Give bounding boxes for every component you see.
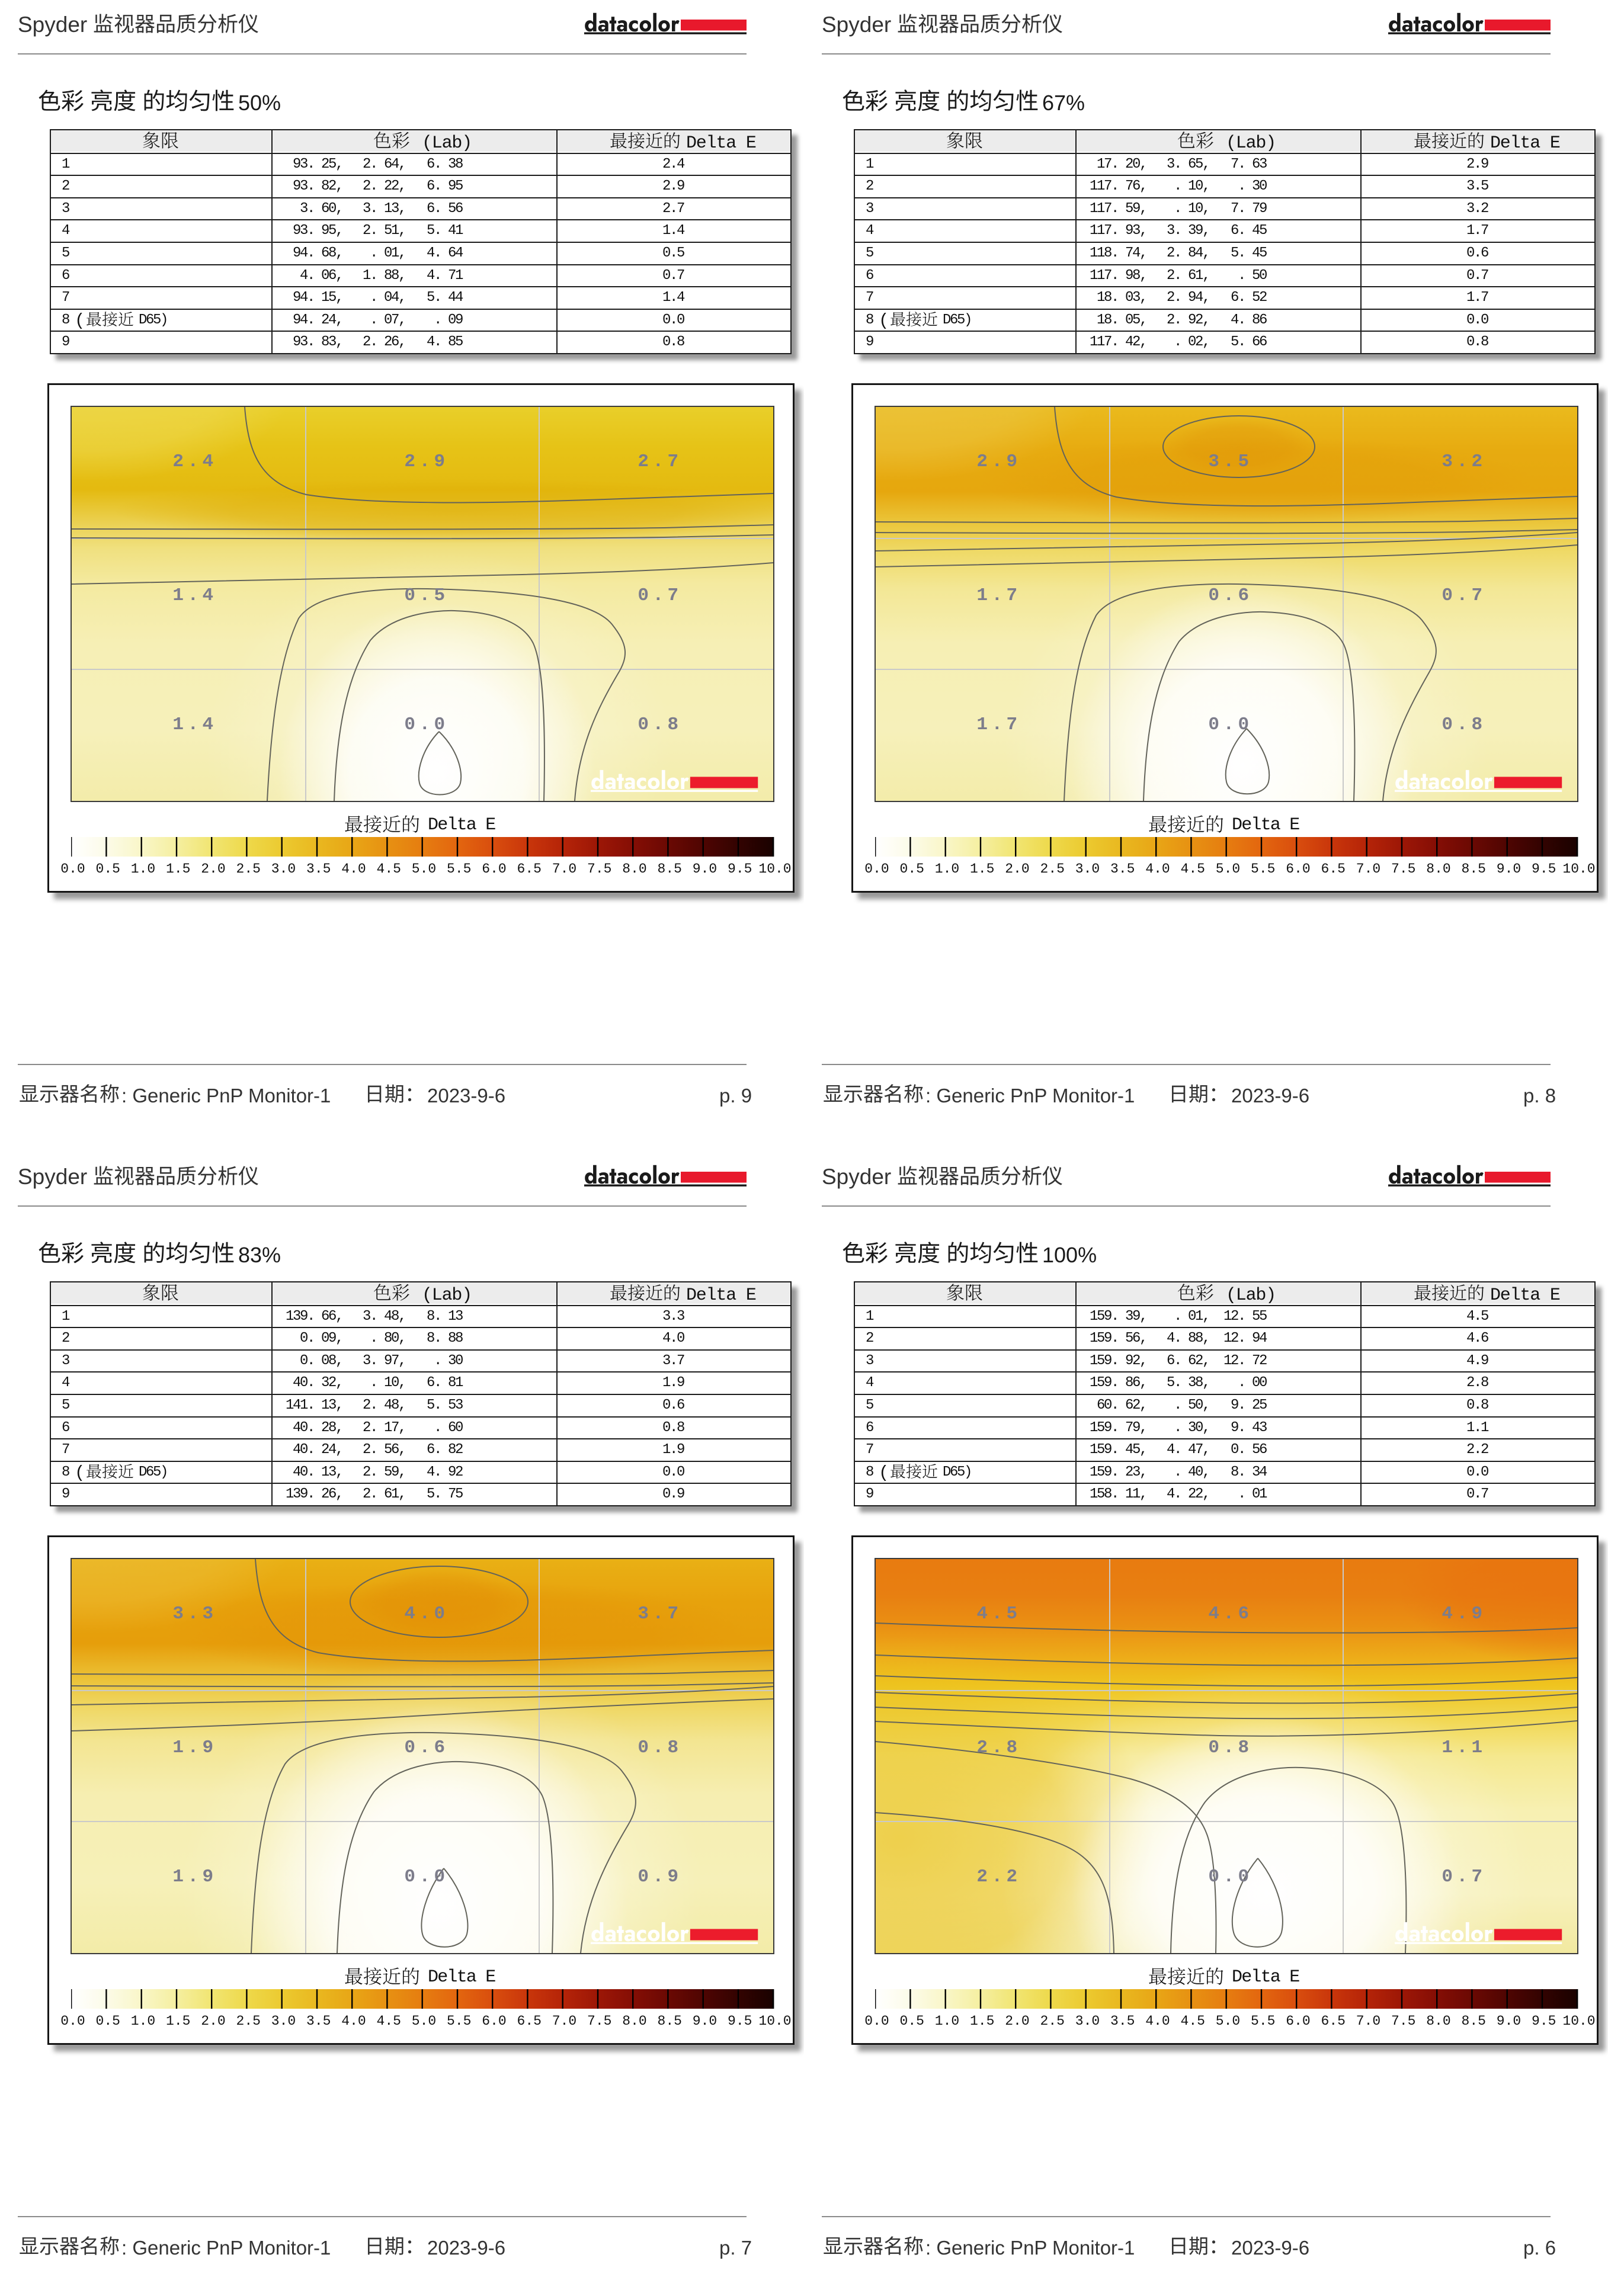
svg-text:0.7: 0.7 — [1442, 1867, 1486, 1887]
svg-text:0.6: 0.6 — [404, 1737, 449, 1758]
svg-text:2.9: 2.9 — [976, 451, 1021, 472]
svg-text:1.7: 1.7 — [976, 714, 1021, 735]
svg-text:1.7: 1.7 — [976, 585, 1021, 606]
svg-text:1.4: 1.4 — [172, 585, 217, 606]
svg-text:0.8: 0.8 — [638, 714, 682, 735]
svg-text:4.0: 4.0 — [404, 1604, 449, 1624]
svg-text:2.9: 2.9 — [404, 451, 449, 472]
svg-text:0.8: 0.8 — [638, 1737, 682, 1758]
svg-text:0.7: 0.7 — [1442, 585, 1486, 606]
svg-text:0.7: 0.7 — [638, 585, 682, 606]
svg-text:2.8: 2.8 — [976, 1737, 1021, 1758]
svg-text:0.9: 0.9 — [638, 1867, 682, 1887]
svg-text:2.4: 2.4 — [172, 451, 217, 472]
svg-text:1.1: 1.1 — [1442, 1737, 1486, 1758]
svg-text:0.8: 0.8 — [1208, 1737, 1253, 1758]
svg-text:4.5: 4.5 — [976, 1604, 1021, 1624]
svg-text:0.0: 0.0 — [1208, 1867, 1253, 1887]
svg-text:0.0: 0.0 — [404, 1867, 449, 1887]
svg-text:3.7: 3.7 — [638, 1604, 682, 1624]
svg-text:0.5: 0.5 — [404, 585, 449, 606]
svg-text:3.5: 3.5 — [1208, 451, 1253, 472]
svg-text:4.6: 4.6 — [1208, 1604, 1253, 1624]
svg-text:0.0: 0.0 — [404, 714, 449, 735]
svg-text:0.0: 0.0 — [1208, 714, 1253, 735]
svg-text:3.3: 3.3 — [172, 1604, 217, 1624]
svg-text:1.9: 1.9 — [172, 1737, 217, 1758]
svg-text:1.4: 1.4 — [172, 714, 217, 735]
svg-text:2.2: 2.2 — [976, 1867, 1021, 1887]
svg-text:2.7: 2.7 — [638, 451, 682, 472]
svg-text:3.2: 3.2 — [1442, 451, 1486, 472]
svg-text:1.9: 1.9 — [172, 1867, 217, 1887]
svg-text:0.8: 0.8 — [1442, 714, 1486, 735]
svg-text:4.9: 4.9 — [1442, 1604, 1486, 1624]
svg-text:0.6: 0.6 — [1208, 585, 1253, 606]
